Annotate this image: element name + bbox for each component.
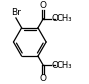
Text: O: O — [52, 14, 59, 23]
Text: O: O — [40, 75, 47, 83]
Text: CH₃: CH₃ — [56, 14, 72, 23]
Text: Br: Br — [11, 8, 21, 17]
Text: O: O — [52, 61, 59, 70]
Text: O: O — [40, 1, 47, 9]
Text: CH₃: CH₃ — [56, 61, 72, 70]
